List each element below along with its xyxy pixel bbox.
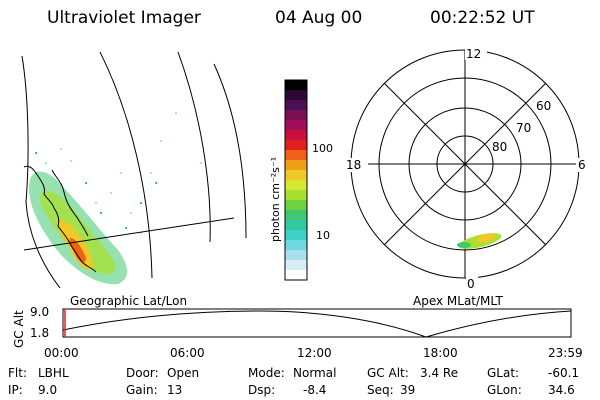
glon-value: 34.6 [548, 383, 575, 397]
mlt-label-18: 18 [346, 158, 361, 172]
colorbar-segment [285, 220, 307, 231]
door-value: Open [167, 366, 200, 380]
colorbar-segment [285, 100, 307, 111]
colorbar-segment [285, 230, 307, 241]
colorbar-tick-100: 100 [312, 142, 333, 155]
flt-label: Flt: [8, 366, 27, 380]
colorbar-segment [285, 170, 307, 181]
colorbar-segment [285, 190, 307, 201]
colorbar-segment [285, 240, 307, 251]
apex-caption: Apex MLat/MLT [413, 294, 503, 308]
altitude-curve [62, 310, 572, 338]
polar-aurora-emission [457, 233, 502, 249]
colorbar-segment [285, 270, 307, 281]
colorbar-segment [285, 90, 307, 101]
geographic-map-panel [21, 52, 247, 288]
colorbar-segment [285, 160, 307, 171]
timeline-xtick-0000: 00:00 [44, 346, 79, 360]
ip-value: 9.0 [38, 383, 58, 397]
ip-label: IP: [8, 383, 23, 397]
colorbar-segment [285, 250, 307, 261]
mlt-label-0: 0 [467, 277, 475, 291]
glat-label: GLat: [487, 366, 520, 380]
flt-value: LBHL [38, 366, 69, 380]
colorbar-segment [285, 210, 307, 221]
coastline-detail [51, 169, 89, 237]
timeline-xtick-1200: 12:00 [297, 346, 332, 360]
instrument-title: Ultraviolet Imager [47, 8, 201, 28]
aurora-emission-blob [28, 112, 202, 285]
gain-label: Gain: [126, 383, 158, 397]
timeline-ylabel: GC Alt [12, 310, 26, 348]
seq-value: 39 [400, 383, 416, 397]
timeline-ytick-low: 1.8 [30, 326, 50, 340]
geographic-caption: Geographic Lat/Lon [70, 294, 188, 308]
polar-plot-panel: 12 18 6 0 60 70 80 [342, 46, 588, 291]
dsp-label: Dsp: [248, 383, 276, 397]
colorbar-segment [285, 80, 307, 91]
geographic-grid-lines [21, 52, 247, 288]
mlat-label-80: 80 [492, 140, 507, 154]
colorbar-segment [285, 180, 307, 191]
colorbar-gradient [285, 80, 307, 281]
timeline-ytick-high: 9.0 [30, 305, 50, 319]
colorbar-segment [285, 200, 307, 211]
timeline-xtick-1800: 18:00 [423, 346, 458, 360]
altitude-timeline [62, 308, 572, 338]
seq-label: Seq: [367, 383, 394, 397]
glat-value: -60.1 [548, 366, 580, 380]
colorbar-segment [285, 260, 307, 271]
mlt-label-6: 6 [578, 158, 586, 172]
door-label: Door: [126, 366, 159, 380]
date-label: 04 Aug 00 [275, 8, 363, 28]
dsp-value: -8.4 [303, 383, 327, 397]
colorbar-unit-label: photon cm⁻²s⁻¹ [269, 156, 282, 242]
mlt-label-12: 12 [466, 47, 481, 61]
colorbar-segment [285, 140, 307, 151]
colorbar-segment [285, 110, 307, 121]
timeline-xtick-2359: 23:59 [548, 346, 583, 360]
mode-label: Mode: [248, 366, 285, 380]
colorbar-segment [285, 150, 307, 161]
gcalt-label: GC Alt: [367, 366, 409, 380]
glon-label: GLon: [487, 383, 522, 397]
time-label: 00:22:52 UT [430, 8, 535, 28]
timeline-xtick-0600: 06:00 [170, 346, 205, 360]
mode-value: Normal [293, 366, 337, 380]
gain-value: 13 [167, 383, 183, 397]
mlat-label-60: 60 [536, 99, 551, 113]
coastline [23, 165, 97, 273]
colorbar-segment [285, 120, 307, 131]
colorbar [284, 79, 308, 281]
gcalt-value: 3.4 Re [420, 366, 459, 380]
colorbar-tick-10: 10 [316, 229, 330, 242]
mlat-label-70: 70 [516, 121, 531, 135]
colorbar-segment [285, 130, 307, 141]
